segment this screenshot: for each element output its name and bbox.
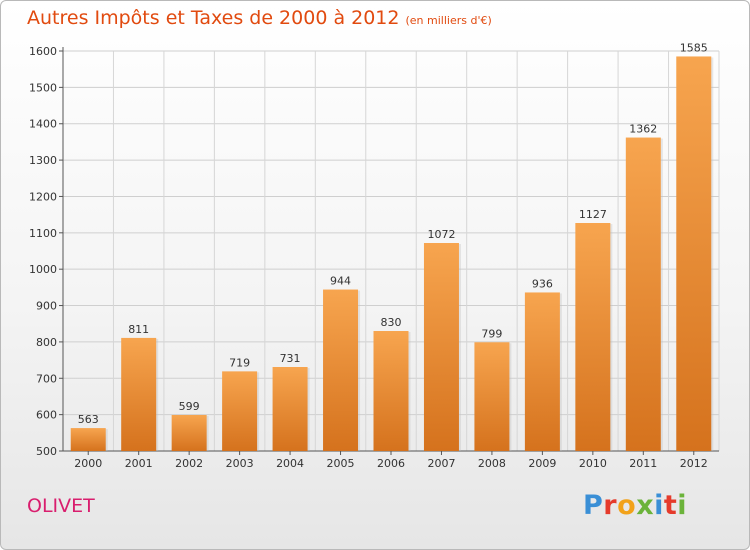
data-label: 1072 xyxy=(427,228,455,241)
bar xyxy=(474,342,510,451)
bar xyxy=(676,56,712,452)
data-label: 1362 xyxy=(629,123,657,136)
y-tick-label: 600 xyxy=(36,409,57,422)
y-tick-label: 1600 xyxy=(29,45,57,58)
y-tick-label: 1300 xyxy=(29,154,57,167)
x-tick-label: 2001 xyxy=(125,457,153,470)
y-tick-label: 800 xyxy=(36,336,57,349)
data-label: 563 xyxy=(78,413,99,426)
x-tick-label: 2003 xyxy=(226,457,254,470)
brand-letter: t xyxy=(663,490,678,521)
bar xyxy=(575,223,611,451)
x-tick-label: 2009 xyxy=(528,457,556,470)
data-label: 731 xyxy=(280,352,301,365)
data-label: 799 xyxy=(481,327,502,340)
chart-title-main: Autres Impôts et Taxes de 2000 à 2012 xyxy=(27,7,400,29)
y-tick-label: 900 xyxy=(36,300,57,313)
proxiti-logo: Proxiti xyxy=(583,490,687,521)
x-tick-label: 2010 xyxy=(579,457,607,470)
y-tick-label: 500 xyxy=(36,445,57,458)
data-label: 830 xyxy=(381,316,402,329)
y-tick-label: 1400 xyxy=(29,118,57,131)
brand-letter: r xyxy=(603,490,618,521)
x-tick-label: 2005 xyxy=(327,457,355,470)
bar xyxy=(373,331,409,451)
data-label: 936 xyxy=(532,277,553,290)
x-tick-label: 2002 xyxy=(175,457,203,470)
brand-letter: o xyxy=(617,490,637,521)
bar xyxy=(323,289,359,451)
bar xyxy=(70,428,106,451)
x-tick-label: 2004 xyxy=(276,457,304,470)
x-tick-label: 2000 xyxy=(74,457,102,470)
bar xyxy=(625,137,661,451)
data-label: 719 xyxy=(229,356,250,369)
x-tick-label: 2012 xyxy=(680,457,708,470)
chart-title: Autres Impôts et Taxes de 2000 à 2012 (en… xyxy=(27,7,492,29)
chart-title-unit: (en milliers d'€) xyxy=(405,14,492,27)
data-label: 811 xyxy=(128,323,149,336)
bar xyxy=(524,292,560,451)
data-label: 599 xyxy=(179,400,200,413)
x-tick-label: 2008 xyxy=(478,457,506,470)
brand-letter: x xyxy=(636,490,655,521)
bar xyxy=(423,243,459,451)
brand-letter: i xyxy=(654,490,664,521)
bar xyxy=(272,367,308,451)
bar xyxy=(121,337,157,451)
y-tick-label: 1500 xyxy=(29,81,57,94)
data-label: 1127 xyxy=(579,208,607,221)
x-tick-label: 2006 xyxy=(377,457,405,470)
data-label: 1585 xyxy=(680,41,708,54)
x-tick-label: 2007 xyxy=(427,457,455,470)
bar-layer xyxy=(70,56,714,452)
y-tick-label: 1000 xyxy=(29,263,57,276)
brand-letter: i xyxy=(677,490,688,521)
commune-name: OLIVET xyxy=(27,495,95,517)
y-tick-label: 700 xyxy=(36,372,57,385)
x-tick-label: 2011 xyxy=(629,457,657,470)
y-tick-label: 1200 xyxy=(29,190,57,203)
bar xyxy=(222,371,258,451)
data-label: 944 xyxy=(330,275,351,288)
brand-letter: P xyxy=(583,490,604,521)
y-tick-label: 1100 xyxy=(29,227,57,240)
bar xyxy=(171,415,207,451)
label-layer: 563 2000 811 2001 599 2002 719 2003 731 2004 944 20… xyxy=(74,41,708,470)
